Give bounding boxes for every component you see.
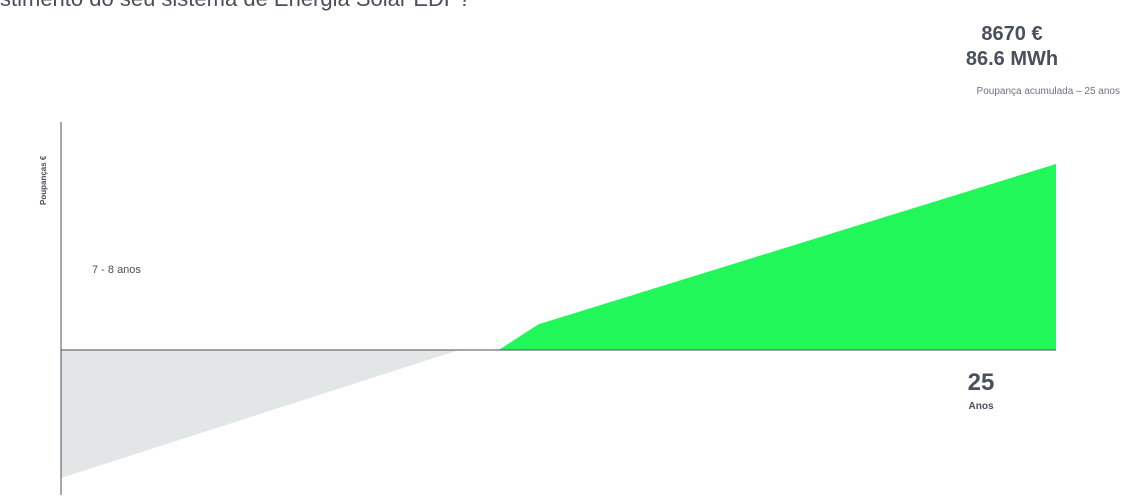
y-axis-label: Poupanças € xyxy=(39,155,48,205)
savings-caption: Poupança acumulada – 25 anos xyxy=(976,86,1120,97)
x-axis-label: Anos xyxy=(969,401,994,412)
x-end-value-label: 25 xyxy=(968,369,995,396)
chart-areas xyxy=(61,164,1056,478)
page-headline: stimento do seu sistema de Energia Solar… xyxy=(0,0,471,12)
savings-area xyxy=(498,164,1056,350)
payback-annotation: 7 - 8 anos xyxy=(92,264,141,276)
accumulated-energy-value: 86.6 MWh xyxy=(965,48,1059,70)
savings-summary: 8670 € 86.6 MWh Poupança acumulada – 25 … xyxy=(902,22,1122,97)
investment-area xyxy=(61,350,459,478)
accumulated-savings-value: 8670 € xyxy=(981,23,1043,45)
